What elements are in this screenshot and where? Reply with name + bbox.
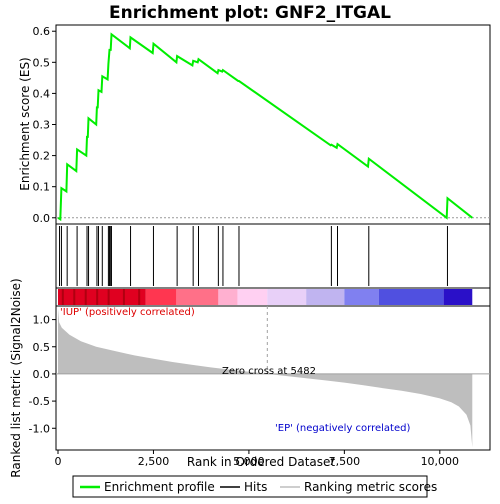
heat-band (176, 289, 219, 305)
es-y-tick-label: 0.3 (33, 119, 51, 132)
ranking-panel-frame (55, 305, 491, 451)
heat-band (306, 289, 345, 305)
es-y-tick-label: 0.2 (33, 150, 51, 163)
x-axis-label: Rank in Ordered Dataset (187, 455, 335, 469)
ranking-y-ticks: 1.0 0.5 0.0 -0.5 -1.0 (29, 314, 56, 435)
x-tick-label: 7,500 (329, 455, 361, 468)
heat-band (344, 289, 379, 305)
x-tick-label: 10,000 (421, 455, 460, 468)
ranking-y-tick-label: 1.0 (33, 314, 51, 327)
ranking-metric-area (58, 308, 473, 448)
x-tick-label: 5,000 (233, 455, 265, 468)
zero-cross-label: Zero cross at 5482 (222, 366, 316, 377)
heat-streak (96, 289, 99, 305)
ranking-y-axis-label: Ranked list metric (Signal2Noise) (9, 278, 23, 477)
hits-marks (59, 226, 448, 286)
legend-frame (72, 475, 428, 498)
legend: Enrichment profile Hits Ranking metric s… (72, 475, 437, 498)
heat-streak (84, 289, 87, 305)
es-y-tick-label: 0.1 (33, 181, 51, 194)
es-y-ticks: 0.0 0.1 0.2 0.3 0.4 0.5 0.6 (33, 25, 56, 225)
ranking-y-tick-label: 0.0 (33, 368, 51, 381)
heat-bar (58, 289, 473, 305)
heat-band (58, 289, 146, 305)
up-correlated-label: 'IUP' (positively correlated) (60, 307, 195, 318)
heat-band (218, 289, 238, 305)
heat-streak (122, 289, 125, 305)
enrichment-profile-line (57, 32, 473, 222)
x-tick-label: 2,500 (138, 455, 170, 468)
es-y-tick-label: 0.0 (33, 212, 51, 225)
heat-band (145, 289, 177, 305)
heat-streak (61, 289, 64, 305)
heat-streak (107, 289, 110, 305)
down-correlated-label: 'EP' (negatively correlated) (275, 423, 410, 434)
ranking-y-tick-label: -1.0 (29, 422, 50, 435)
es-y-axis-label: Enrichment score (ES) (18, 57, 32, 190)
x-tick-label: 0 (55, 455, 62, 468)
es-y-tick-label: 0.4 (33, 87, 51, 100)
heat-band (237, 289, 268, 305)
x-axis-ticks: 0 2,500 5,000 7,500 10,000 (55, 450, 460, 468)
es-y-tick-label: 0.5 (33, 56, 51, 69)
heat-streak (138, 289, 141, 305)
heat-band (267, 289, 307, 305)
heat-streak (73, 289, 76, 305)
heat-band (378, 289, 444, 305)
ranking-y-tick-label: 0.5 (33, 341, 51, 354)
es-y-tick-label: 0.6 (33, 25, 51, 38)
legend-item-hits: Hits (244, 480, 267, 494)
chart-title: Enrichment plot: GNF2_ITGAL (109, 3, 391, 23)
legend-item-ranking-metric-scores: Ranking metric scores (304, 480, 437, 494)
legend-item-enrichment-profile: Enrichment profile (104, 480, 215, 494)
heat-band (443, 289, 473, 305)
ranking-y-tick-label: -0.5 (29, 395, 50, 408)
